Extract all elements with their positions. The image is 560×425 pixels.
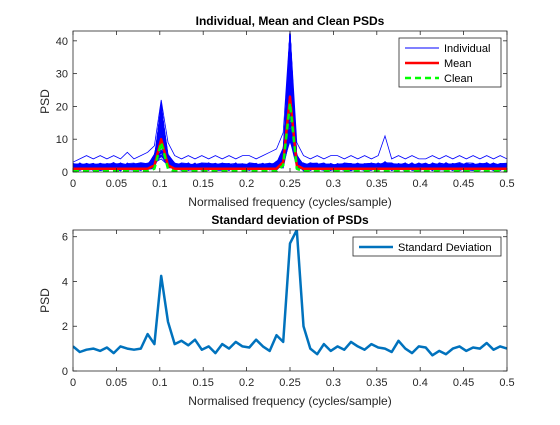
x-tick-label: 0.15 <box>192 377 213 389</box>
y-tick-label: 4 <box>62 276 68 288</box>
legend-label: Clean <box>444 73 473 85</box>
series-individual-line <box>73 82 507 172</box>
series-group <box>73 31 507 172</box>
series-individual-line <box>73 31 507 163</box>
chart-title: Individual, Mean and Clean PSDs <box>196 14 385 28</box>
x-tick-label: 0 <box>70 178 76 190</box>
series-line-standard-deviation <box>73 230 507 357</box>
x-tick-label: 0.4 <box>413 178 428 190</box>
x-tick-label: 0.35 <box>366 178 387 190</box>
legend-label: Individual <box>444 43 490 55</box>
y-tick-label: 2 <box>62 321 68 333</box>
x-tick-label: 0.3 <box>326 178 341 190</box>
x-axis-label: Normalised frequency (cycles/sample) <box>188 394 391 408</box>
y-tick-label: 0 <box>62 167 68 179</box>
x-tick-label: 0.2 <box>239 178 254 190</box>
x-tick-label: 0.1 <box>152 377 167 389</box>
x-axis-label: Normalised frequency (cycles/sample) <box>188 195 391 209</box>
x-tick-label: 0.35 <box>366 377 387 389</box>
x-tick-label: 0.25 <box>279 178 300 190</box>
x-tick-label: 0 <box>70 377 76 389</box>
series-individual-line <box>73 124 507 172</box>
x-tick-label: 0.4 <box>413 377 428 389</box>
x-tick-label: 0.45 <box>453 178 474 190</box>
x-tick-label: 0.5 <box>499 178 514 190</box>
x-tick-label: 0.2 <box>239 377 254 389</box>
legend-label: Mean <box>444 58 472 70</box>
y-tick-label: 30 <box>56 69 68 81</box>
series-line-mean <box>73 95 507 170</box>
x-tick-label: 0.15 <box>192 178 213 190</box>
y-tick-label: 6 <box>62 232 68 244</box>
x-tick-label: 0.1 <box>152 178 167 190</box>
y-tick-label: 0 <box>62 366 68 378</box>
x-tick-label: 0.05 <box>106 377 127 389</box>
y-tick-label: 10 <box>56 134 68 146</box>
legend-box <box>352 236 502 257</box>
y-axis-label: PSD <box>38 288 52 313</box>
x-tick-label: 0.3 <box>326 377 341 389</box>
x-tick-label: 0.5 <box>499 377 514 389</box>
series-line-clean <box>73 101 507 172</box>
y-axis-label: PSD <box>38 89 52 114</box>
series-group <box>73 230 507 357</box>
chart-title: Standard deviation of PSDs <box>211 213 369 227</box>
y-tick-label: 40 <box>56 36 68 48</box>
legend-label: Standard Deviation <box>398 242 492 254</box>
y-tick-label: 20 <box>56 101 68 113</box>
x-tick-label: 0.45 <box>453 377 474 389</box>
x-tick-label: 0.05 <box>106 178 127 190</box>
x-tick-label: 0.25 <box>279 377 300 389</box>
